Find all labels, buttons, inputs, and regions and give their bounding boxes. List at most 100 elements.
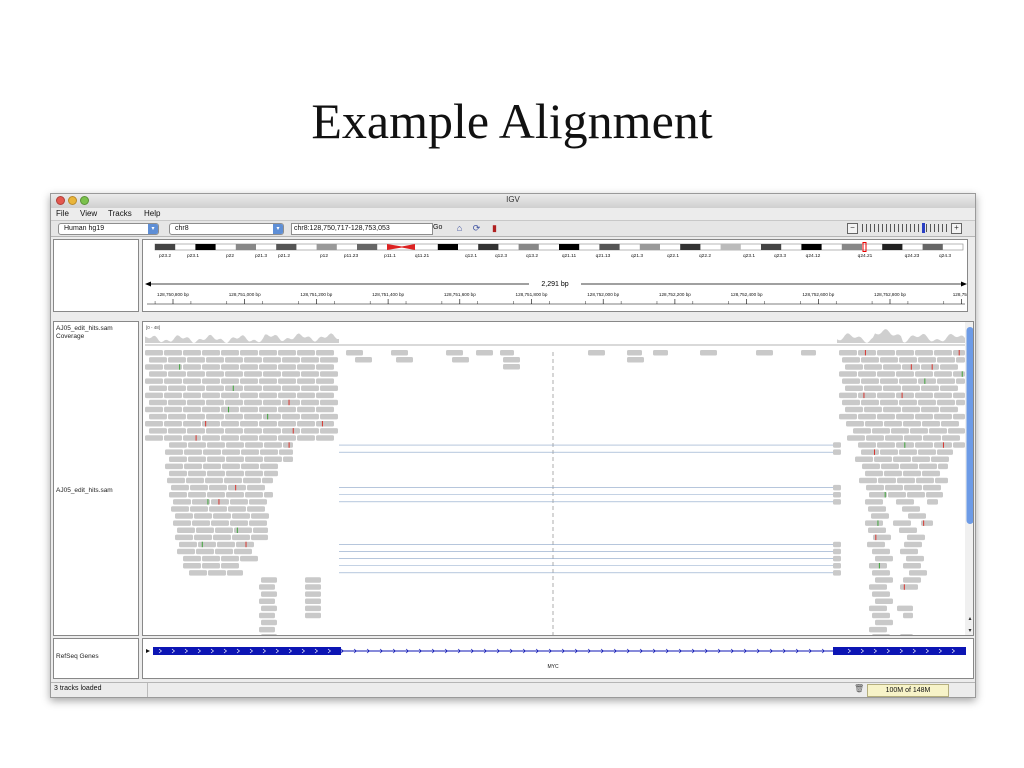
read[interactable]: [278, 364, 296, 370]
read[interactable]: [316, 364, 334, 370]
read[interactable]: [858, 371, 876, 377]
read[interactable]: [853, 428, 871, 434]
read[interactable]: [888, 492, 906, 498]
read[interactable]: [183, 392, 201, 399]
read[interactable]: [301, 413, 319, 420]
read[interactable]: [164, 378, 182, 384]
read[interactable]: [196, 548, 214, 555]
read[interactable]: [476, 350, 493, 356]
read[interactable]: [226, 456, 244, 463]
read[interactable]: [700, 350, 717, 356]
ideogram-band[interactable]: [922, 244, 943, 250]
read[interactable]: [221, 435, 239, 441]
read[interactable]: [937, 399, 955, 406]
read[interactable]: [278, 421, 296, 427]
read[interactable]: [202, 406, 220, 413]
read[interactable]: [244, 371, 262, 377]
read[interactable]: [213, 513, 231, 519]
read[interactable]: [202, 392, 220, 399]
zoom-slider-thumb[interactable]: [922, 223, 925, 233]
read[interactable]: [865, 470, 883, 477]
read[interactable]: [316, 392, 334, 399]
ideogram-band[interactable]: [155, 244, 176, 250]
read[interactable]: [149, 428, 167, 434]
read[interactable]: [877, 371, 895, 377]
genome-select[interactable]: Human hg19 ▾: [58, 223, 159, 235]
read[interactable]: [261, 591, 277, 597]
read[interactable]: [903, 563, 921, 569]
read[interactable]: [903, 577, 921, 583]
read[interactable]: [883, 406, 901, 413]
read[interactable]: [215, 548, 233, 555]
read[interactable]: [211, 499, 229, 505]
read[interactable]: [897, 477, 915, 484]
read[interactable]: [873, 534, 891, 541]
read[interactable]: [316, 378, 334, 384]
read[interactable]: [261, 634, 277, 636]
read[interactable]: [145, 392, 163, 399]
read[interactable]: [207, 456, 225, 463]
read[interactable]: [900, 584, 918, 590]
read[interactable]: [929, 428, 947, 434]
read[interactable]: [183, 364, 201, 370]
read[interactable]: [900, 634, 913, 636]
ideogram-band[interactable]: [720, 244, 741, 250]
read[interactable]: [861, 449, 879, 455]
read[interactable]: [858, 442, 876, 448]
menu-file[interactable]: File: [56, 209, 69, 218]
read[interactable]: [941, 421, 959, 427]
read[interactable]: [240, 421, 258, 427]
gene-exon[interactable]: [833, 647, 966, 655]
read[interactable]: [184, 463, 202, 470]
read[interactable]: [956, 399, 965, 406]
read[interactable]: [282, 413, 300, 420]
read[interactable]: [234, 527, 252, 534]
read[interactable]: [297, 435, 315, 441]
read[interactable]: [918, 378, 936, 384]
read[interactable]: [241, 463, 259, 470]
read[interactable]: [875, 577, 893, 583]
read[interactable]: [839, 371, 857, 377]
read[interactable]: [452, 357, 469, 363]
read[interactable]: [503, 364, 520, 370]
read[interactable]: [187, 413, 205, 420]
read[interactable]: [264, 492, 273, 498]
read[interactable]: [263, 399, 281, 406]
read[interactable]: [245, 470, 263, 477]
read[interactable]: [872, 634, 890, 636]
read[interactable]: [259, 584, 275, 590]
read[interactable]: [903, 470, 921, 477]
read[interactable]: [221, 555, 239, 562]
ideogram-band[interactable]: [357, 244, 378, 250]
read[interactable]: [864, 385, 882, 392]
read[interactable]: [259, 364, 277, 370]
read[interactable]: [145, 378, 163, 384]
read[interactable]: [187, 371, 205, 377]
locus-input[interactable]: chr8:128,750,717-128,753,053: [291, 223, 433, 235]
read[interactable]: [320, 371, 338, 377]
read[interactable]: [867, 541, 885, 548]
read[interactable]: [236, 541, 254, 548]
read[interactable]: [896, 413, 914, 420]
refseq-track-label[interactable]: RefSeq Genes: [56, 653, 99, 660]
read[interactable]: [240, 392, 258, 399]
read[interactable]: [653, 350, 668, 356]
read[interactable]: [864, 406, 882, 413]
read[interactable]: [188, 456, 206, 463]
read[interactable]: [883, 385, 901, 392]
read[interactable]: [225, 428, 243, 434]
read[interactable]: [202, 435, 220, 441]
read[interactable]: [833, 449, 841, 455]
read[interactable]: [896, 499, 914, 505]
read[interactable]: [207, 470, 225, 477]
read[interactable]: [880, 378, 898, 384]
read[interactable]: [305, 605, 321, 612]
read[interactable]: [845, 406, 863, 413]
read[interactable]: [217, 541, 235, 548]
read[interactable]: [259, 392, 277, 399]
read[interactable]: [164, 392, 182, 399]
read[interactable]: [922, 421, 940, 427]
read[interactable]: [244, 399, 262, 406]
read[interactable]: [194, 513, 212, 519]
read[interactable]: [922, 470, 940, 477]
